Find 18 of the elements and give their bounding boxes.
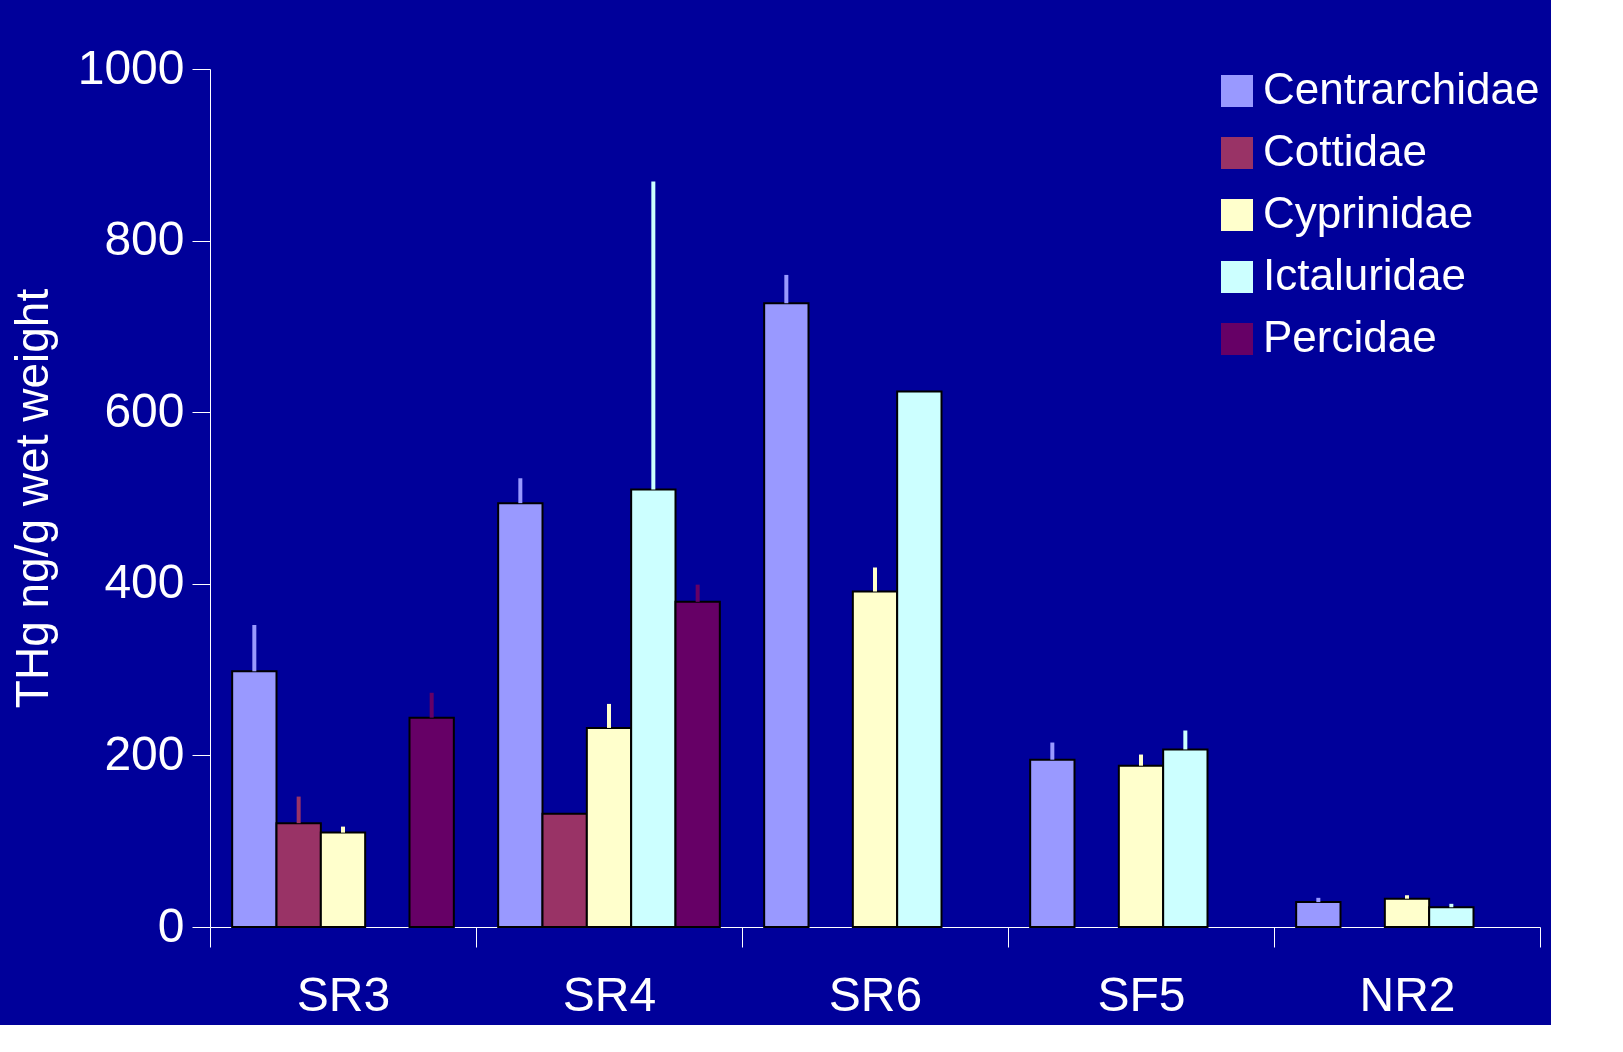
y-axis-title: THg ng/g wet weight	[5, 288, 58, 709]
bar	[1295, 901, 1342, 928]
x-tick-label: SR6	[828, 967, 923, 1021]
legend-label: Centrarchidae	[1263, 64, 1540, 113]
x-tick-label: NR2	[1359, 967, 1456, 1021]
y-tick-label: 200	[104, 726, 185, 780]
y-tick-label: 800	[104, 212, 185, 266]
y-tick-label: 600	[104, 383, 185, 437]
y-tick-label: 1000	[77, 40, 185, 94]
legend-label: Percidae	[1263, 312, 1437, 361]
x-tick-label: SR3	[296, 967, 391, 1021]
y-tick-label: 400	[104, 555, 185, 609]
x-tick-label: SR4	[562, 967, 657, 1021]
legend-label: Cyprinidae	[1263, 188, 1474, 237]
legend-label: Cottidae	[1263, 126, 1427, 175]
y-tick-label: 0	[157, 898, 185, 952]
legend-label: Ictaluridae	[1263, 250, 1467, 299]
x-tick-label: SF5	[1097, 967, 1186, 1021]
